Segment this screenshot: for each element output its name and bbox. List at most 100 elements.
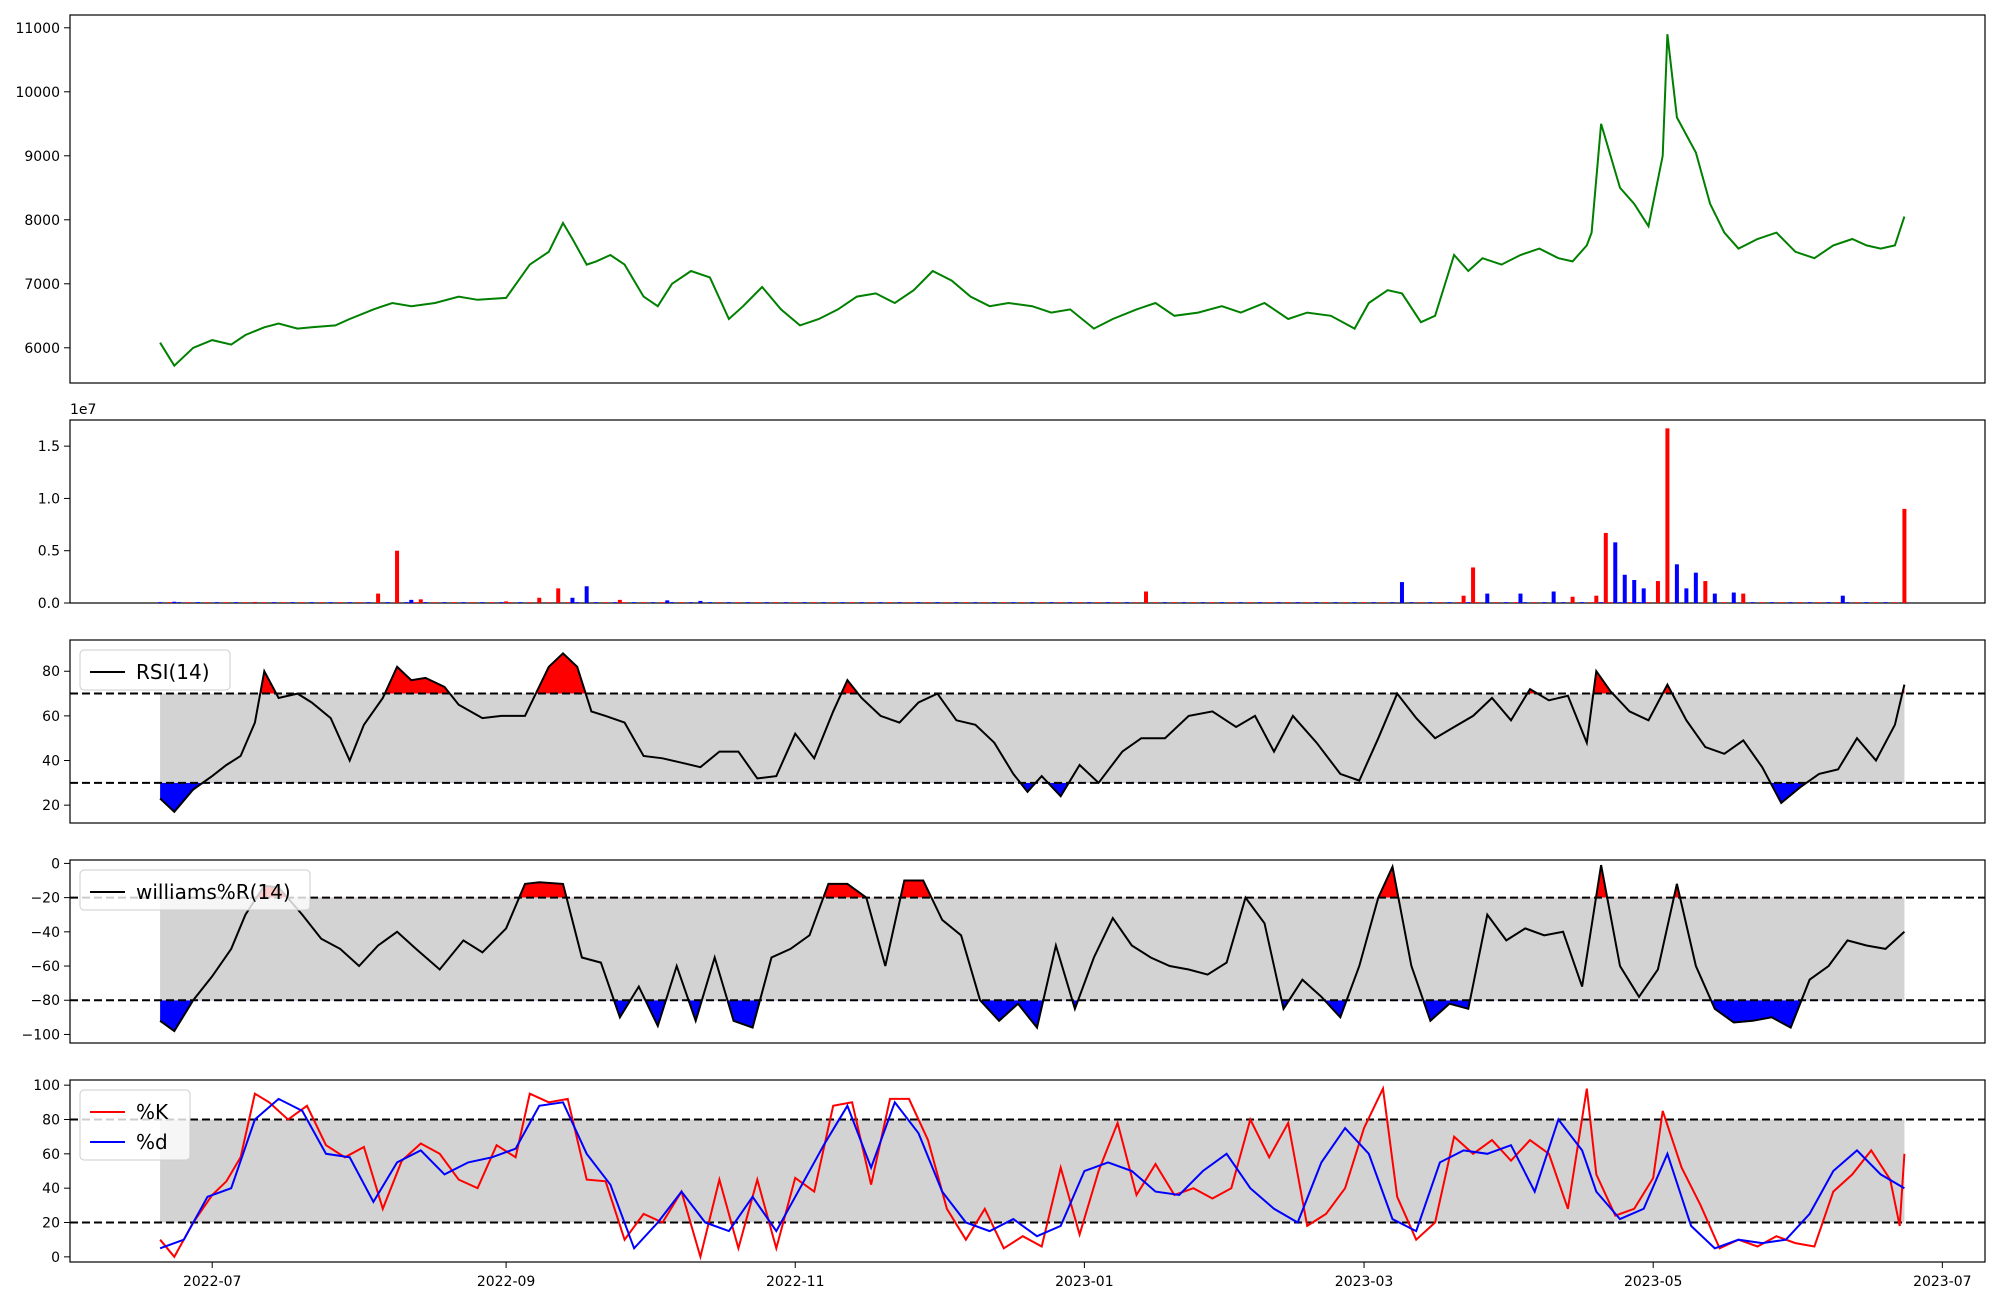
volume-bar [1883, 602, 1888, 603]
volume-bar [1475, 602, 1480, 603]
volume-bar [584, 586, 589, 603]
volume-bar [1798, 602, 1803, 603]
volume-bar [707, 602, 712, 603]
volume-bar [177, 602, 182, 603]
volume-bar [1513, 602, 1518, 603]
volume-bar [1561, 602, 1566, 603]
volume-bar [1864, 602, 1869, 603]
volume-bar [963, 602, 968, 603]
volume-bar [1276, 602, 1281, 603]
volume-bar [338, 602, 343, 603]
volume-bar [1134, 602, 1139, 603]
volume-bar [527, 602, 532, 603]
volume-bar [1267, 602, 1272, 603]
volume-ytick-label: 0.0 [38, 596, 60, 612]
stochastic-frame [69, 1079, 1986, 1263]
volume-bar [1428, 602, 1433, 603]
volume-bar [1693, 572, 1698, 603]
volume-bar [1447, 602, 1452, 603]
price-ytick-label: 7000 [24, 277, 60, 293]
volume-bar [1622, 574, 1627, 603]
x-tick-label: 2022-07 [183, 1274, 242, 1290]
stochastic-legend-label: %d [136, 1130, 168, 1154]
volume-bar [328, 602, 333, 603]
volume-ytick-label: 0.5 [38, 544, 60, 560]
stochastic-ytick-label: 0 [51, 1250, 60, 1266]
x-tick-label: 2023-05 [1624, 1274, 1683, 1290]
volume-bar [1580, 602, 1585, 603]
volume-bar [726, 602, 731, 603]
volume-bar [167, 602, 172, 603]
volume-bar [665, 600, 670, 603]
price-frame [69, 14, 1986, 384]
williams-ytick-label: −100 [22, 1027, 60, 1043]
price-panel: 6000 7000 8000 9000 10000 11000 [15, 14, 1986, 384]
volume-bar [1551, 591, 1556, 603]
volume-bar [698, 600, 703, 603]
stochastic-line-d [159, 1097, 1905, 1251]
volume-bar [1632, 579, 1637, 603]
stochastic-legend [79, 1089, 191, 1161]
volume-bar [869, 602, 874, 603]
volume-bar [617, 599, 622, 603]
williams-ytick-label: 0 [51, 856, 60, 872]
volume-bar [764, 602, 769, 603]
volume-bar [376, 593, 381, 603]
volume-bar [1665, 428, 1670, 603]
volume-bar [1381, 602, 1386, 603]
volume-bar [347, 602, 352, 603]
price-ytick-label: 9000 [24, 149, 60, 165]
volume-bar [888, 602, 893, 603]
volume-bar [1125, 602, 1130, 603]
volume-bar [1627, 602, 1632, 603]
price-ytick-label: 11000 [15, 21, 60, 37]
volume-bar [1722, 602, 1727, 603]
volume-bar [1518, 593, 1523, 603]
volume-bar [1181, 602, 1186, 603]
volume-bar [1613, 542, 1618, 603]
volume-bar [850, 602, 855, 603]
rsi-overbought-fill [260, 653, 1905, 694]
volume-bar [1655, 581, 1660, 603]
volume-bar [1826, 602, 1831, 603]
rsi-band [160, 693, 1905, 783]
volume-bar [594, 602, 599, 603]
volume-bar [660, 602, 665, 603]
volume-panel: 0.0 0.5 1.0 1.5 1e7 [38, 402, 1986, 612]
volume-bar [859, 602, 864, 603]
price-ytick-label: 8000 [24, 213, 60, 229]
volume-bar [281, 602, 286, 603]
volume-bar [1603, 532, 1608, 603]
volume-bar [556, 588, 561, 603]
volume-bar [1873, 602, 1878, 603]
stochastic-ytick-label: 100 [33, 1078, 60, 1094]
volume-bar [1153, 602, 1158, 603]
volume-bar [546, 602, 551, 603]
rsi-ytick-label: 80 [42, 664, 60, 680]
volume-bar [395, 550, 400, 603]
volume-bar [925, 602, 930, 603]
volume-bar [1390, 602, 1395, 603]
volume-bar [1352, 602, 1357, 603]
x-tick-label: 2023-01 [1055, 1274, 1114, 1290]
volume-bar [812, 602, 817, 603]
volume-bar [366, 602, 371, 603]
volume-ytick-label: 1.5 [38, 439, 60, 455]
volume-bar [461, 602, 466, 603]
volume-bar [1807, 602, 1812, 603]
volume-bar [418, 599, 423, 603]
volume-bar [1049, 602, 1054, 603]
williams-ytick-label: −80 [30, 993, 60, 1009]
volume-bar [1817, 602, 1822, 603]
volume-bar [1068, 602, 1073, 603]
volume-bar [622, 602, 627, 603]
stochastic-panel: 0 20 40 60 80 100 %K %d [33, 1078, 1986, 1266]
x-axis: 2022-07 2022-09 2022-11 2023-01 2023-03 2023-… [183, 1262, 1972, 1290]
williams-band [160, 897, 1905, 1001]
volume-bar [1684, 588, 1689, 603]
volume-bar [570, 597, 575, 603]
volume-bar [489, 602, 494, 603]
volume-bar [1286, 602, 1291, 603]
rsi-line [159, 652, 1906, 814]
volume-bar [1371, 602, 1376, 603]
